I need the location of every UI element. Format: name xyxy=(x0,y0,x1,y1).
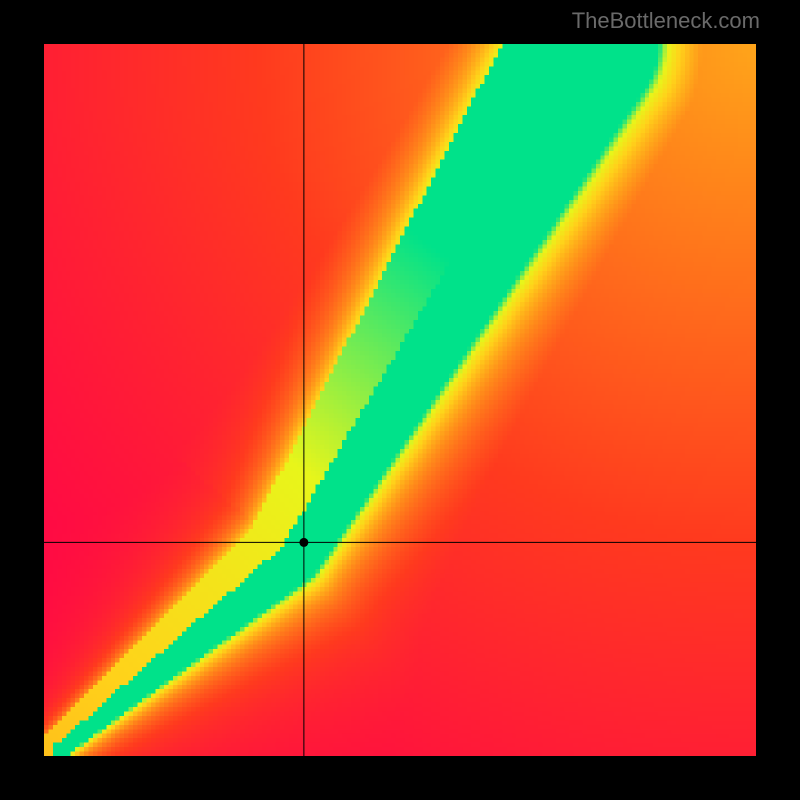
heatmap-plot xyxy=(44,44,756,756)
watermark-text: TheBottleneck.com xyxy=(572,8,760,34)
heatmap-canvas xyxy=(44,44,756,756)
